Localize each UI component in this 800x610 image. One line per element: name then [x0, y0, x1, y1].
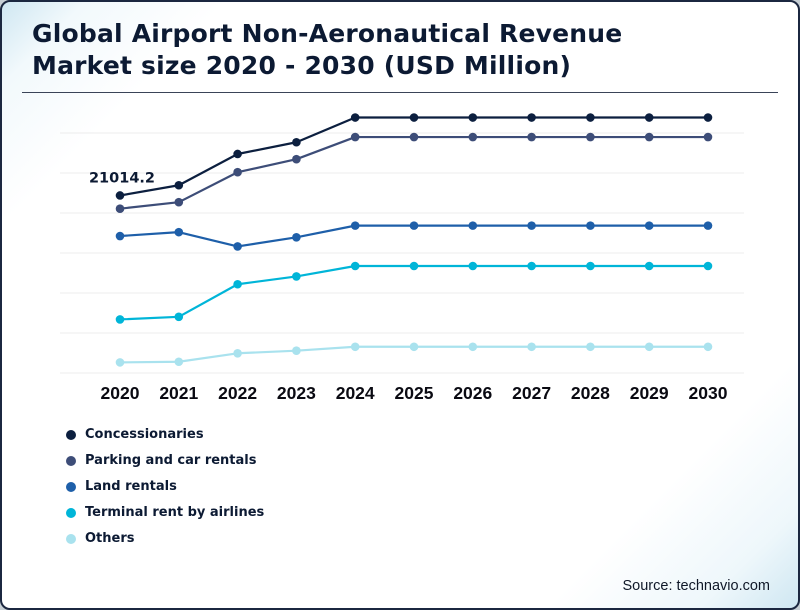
data-point-marker	[644, 342, 654, 352]
data-point-marker	[586, 261, 595, 271]
legend-item-others: Others	[66, 531, 798, 546]
x-axis-tick-label: 2021	[159, 383, 198, 403]
data-point-marker	[115, 204, 125, 213]
chart-title: Global Airport Non-Aeronautical Revenue M…	[32, 18, 768, 82]
x-axis-tick-label: 2029	[630, 383, 669, 403]
chart-title-line-1: Global Airport Non-Aeronautical Revenue	[32, 19, 623, 48]
data-point-marker	[409, 342, 419, 352]
x-axis-tick-label: 2022	[218, 383, 257, 403]
x-axis-tick-label: 2027	[512, 383, 551, 403]
data-point-marker	[586, 113, 595, 122]
legend-item-terminal-rent-by-airlines: Terminal rent by airlines	[66, 505, 798, 520]
data-point-marker	[174, 180, 184, 190]
data-point-marker	[703, 221, 713, 230]
legend-swatch-icon	[66, 481, 76, 492]
data-point-marker	[468, 221, 478, 230]
series-line	[119, 116, 708, 197]
data-point-marker	[527, 261, 536, 271]
data-point-marker	[174, 312, 184, 322]
legend-label: Terminal rent by airlines	[85, 505, 265, 520]
data-point-marker	[644, 132, 654, 142]
data-point-marker	[233, 167, 242, 177]
data-point-marker	[468, 342, 478, 352]
data-point-marker	[527, 113, 536, 122]
legend-item-parking-and-car-rentals: Parking and car rentals	[66, 453, 798, 468]
data-point-marker	[233, 149, 242, 159]
legend-item-land-rentals: Land rentals	[66, 479, 798, 494]
data-label-annotation: 21014.2	[89, 170, 155, 186]
x-axis-tick-label: 2026	[453, 383, 492, 403]
data-point-marker	[468, 113, 478, 122]
data-point-marker	[115, 358, 125, 367]
data-point-marker	[292, 346, 301, 355]
data-point-marker	[350, 261, 360, 271]
data-point-marker	[644, 113, 654, 122]
line-chart: 2020 2021 2022 2023 2024 2025 2026 2027 2028 2029…	[60, 113, 744, 403]
data-point-marker	[703, 342, 713, 352]
x-axis-tick-label: 2025	[395, 383, 434, 403]
data-point-marker	[350, 221, 360, 230]
data-point-marker	[350, 113, 360, 122]
data-point-marker	[233, 348, 242, 358]
data-point-marker	[586, 221, 595, 230]
data-point-marker	[527, 132, 536, 142]
data-point-marker	[350, 132, 360, 142]
data-point-marker	[233, 242, 242, 251]
data-point-marker	[409, 132, 419, 142]
data-point-marker	[292, 272, 301, 281]
legend-label: Others	[85, 531, 135, 546]
data-point-marker	[409, 113, 419, 122]
data-point-marker	[350, 342, 360, 352]
source-text: Source: technavio.com	[622, 578, 771, 594]
legend-swatch-icon	[66, 533, 76, 544]
data-point-marker	[174, 227, 184, 237]
data-point-marker	[115, 191, 125, 200]
data-point-marker	[115, 231, 125, 241]
data-point-marker	[468, 261, 478, 271]
legend-label: Parking and car rentals	[85, 453, 257, 468]
title-divider	[22, 92, 778, 93]
data-point-marker	[703, 132, 713, 142]
data-point-marker	[527, 342, 536, 352]
data-point-marker	[292, 233, 301, 242]
chart-legend: Concessionaries Parking and car rentals …	[66, 427, 798, 546]
data-point-marker	[115, 315, 125, 324]
data-point-marker	[409, 261, 419, 271]
x-axis-tick-label: 2020	[101, 383, 140, 403]
x-axis-tick-label: 2023	[277, 383, 316, 403]
legend-label: Concessionaries	[85, 427, 204, 442]
data-point-marker	[644, 261, 654, 271]
data-point-marker	[233, 279, 242, 289]
data-point-marker	[703, 261, 713, 271]
data-point-marker	[292, 137, 301, 147]
data-point-marker	[468, 132, 478, 142]
legend-swatch-icon	[66, 429, 76, 440]
data-point-marker	[409, 221, 419, 230]
data-point-marker	[586, 132, 595, 142]
data-point-marker	[174, 197, 184, 207]
data-point-marker	[527, 221, 536, 230]
data-point-marker	[703, 113, 713, 122]
x-axis-tick-label: 2024	[336, 383, 375, 403]
x-axis-tick-label: 2030	[689, 383, 728, 403]
x-axis-tick-label: 2028	[571, 383, 610, 403]
data-point-marker	[174, 357, 184, 367]
data-point-marker	[644, 221, 654, 230]
legend-label: Land rentals	[85, 479, 177, 494]
legend-item-concessionaries: Concessionaries	[66, 427, 798, 442]
legend-swatch-icon	[66, 455, 76, 466]
data-point-marker	[292, 154, 301, 164]
chart-title-line-2: Market size 2020 - 2030 (USD Million)	[32, 51, 572, 80]
legend-swatch-icon	[66, 507, 76, 518]
data-point-marker	[586, 342, 595, 352]
